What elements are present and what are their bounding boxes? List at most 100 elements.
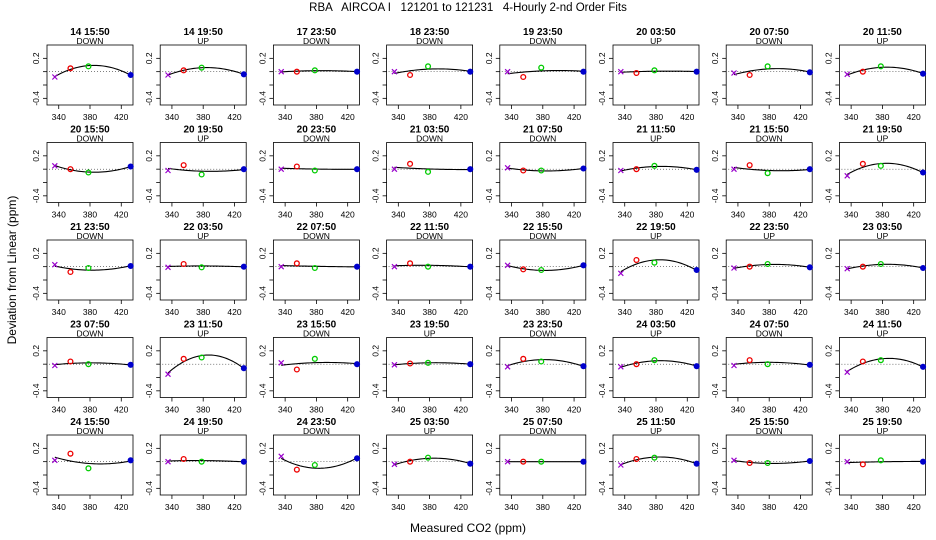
panel-frame xyxy=(612,239,700,301)
data-point xyxy=(391,68,398,75)
y-tick-label: 0.2 xyxy=(823,442,833,454)
fit-curve xyxy=(168,265,244,268)
x-tick-label: 380 xyxy=(83,307,97,317)
y-tick-label: 0.2 xyxy=(597,442,607,454)
fit-curve xyxy=(167,67,245,76)
y-tick-label: 0.2 xyxy=(823,345,833,357)
data-point xyxy=(293,466,300,473)
fit-curve xyxy=(620,259,697,273)
x-tick-label: 340 xyxy=(278,112,292,122)
y-tick-label: 0.2 xyxy=(823,150,833,162)
y-tick-label: 0.2 xyxy=(597,150,607,162)
data-point xyxy=(424,263,432,270)
x-tick-label: 380 xyxy=(536,502,550,512)
y-tick-label: -0.4 xyxy=(257,91,267,106)
panel-direction: DOWN xyxy=(756,134,783,144)
panel-frame xyxy=(272,434,360,496)
fit-curve xyxy=(281,361,358,366)
y-tick-label: 0.2 xyxy=(144,247,154,259)
data-point xyxy=(127,457,134,464)
x-tick-label: 340 xyxy=(165,502,179,512)
data-point xyxy=(391,361,398,368)
x-tick-label: 340 xyxy=(504,112,518,122)
data-point xyxy=(311,67,318,74)
data-point xyxy=(180,355,187,362)
x-tick-label: 340 xyxy=(391,307,405,317)
x-tick-label: 340 xyxy=(844,210,858,220)
panel-frame xyxy=(725,239,813,301)
data-point xyxy=(859,68,866,75)
x-tick-label: 380 xyxy=(536,405,550,415)
data-point xyxy=(311,167,318,174)
data-point xyxy=(165,167,171,174)
panel-direction: UP xyxy=(876,134,888,144)
data-point xyxy=(731,166,737,173)
x-tick-label: 340 xyxy=(391,112,405,122)
panel-frame xyxy=(839,142,926,203)
panel-frame xyxy=(159,239,247,301)
data-point xyxy=(180,260,187,268)
data-point xyxy=(391,461,398,468)
x-tick-label: 340 xyxy=(391,405,405,415)
data-point xyxy=(85,361,92,368)
panel-title: 21 07:50 xyxy=(523,125,563,136)
data-point xyxy=(633,166,640,173)
y-tick-label: -0.4 xyxy=(484,188,494,203)
y-tick-label: -0.4 xyxy=(371,286,381,301)
x-tick-label: 380 xyxy=(83,405,97,415)
data-point xyxy=(920,363,927,370)
data-point xyxy=(354,166,361,173)
data-point xyxy=(580,165,587,172)
x-tick-label: 340 xyxy=(278,307,292,317)
x-tick-label: 420 xyxy=(454,112,468,122)
y-tick-label: 0.2 xyxy=(823,247,833,259)
panel-direction: UP xyxy=(650,426,662,436)
x-tick-label: 380 xyxy=(196,210,210,220)
data-point xyxy=(617,462,624,468)
data-point xyxy=(844,265,851,272)
x-tick-label: 380 xyxy=(875,405,889,415)
x-tick-label: 420 xyxy=(227,405,241,415)
fit-curve xyxy=(733,460,810,465)
x-tick-label: 340 xyxy=(844,307,858,317)
data-point xyxy=(240,365,247,372)
data-point xyxy=(354,455,361,462)
panel-direction: DOWN xyxy=(529,426,556,436)
y-tick-label: -0.4 xyxy=(484,481,494,496)
data-point xyxy=(504,363,511,370)
data-point xyxy=(165,72,171,78)
x-tick-label: 340 xyxy=(731,502,745,512)
fit-curve xyxy=(281,167,358,170)
data-point xyxy=(67,358,74,365)
x-tick-label: 340 xyxy=(731,210,745,220)
y-tick-label: -0.4 xyxy=(257,286,267,301)
data-point xyxy=(467,263,474,270)
x-tick-label: 380 xyxy=(196,112,210,122)
panel-frame xyxy=(612,44,700,106)
x-tick-label: 340 xyxy=(165,307,179,317)
x-tick-label: 340 xyxy=(52,112,66,122)
y-tick-label: -0.4 xyxy=(597,383,607,398)
x-tick-label: 420 xyxy=(567,210,581,220)
data-point xyxy=(633,256,640,264)
data-point xyxy=(859,160,866,167)
panel-direction: UP xyxy=(876,36,888,46)
x-tick-label: 420 xyxy=(227,210,241,220)
panel-title: 24 15:50 xyxy=(70,417,110,428)
y-tick-label: 0.2 xyxy=(144,345,154,357)
panel-direction: DOWN xyxy=(77,36,104,46)
x-tick-label: 340 xyxy=(278,502,292,512)
y-tick-label: -0.4 xyxy=(597,188,607,203)
panel-title: 22 07:50 xyxy=(297,222,337,233)
x-tick-label: 340 xyxy=(504,502,518,512)
